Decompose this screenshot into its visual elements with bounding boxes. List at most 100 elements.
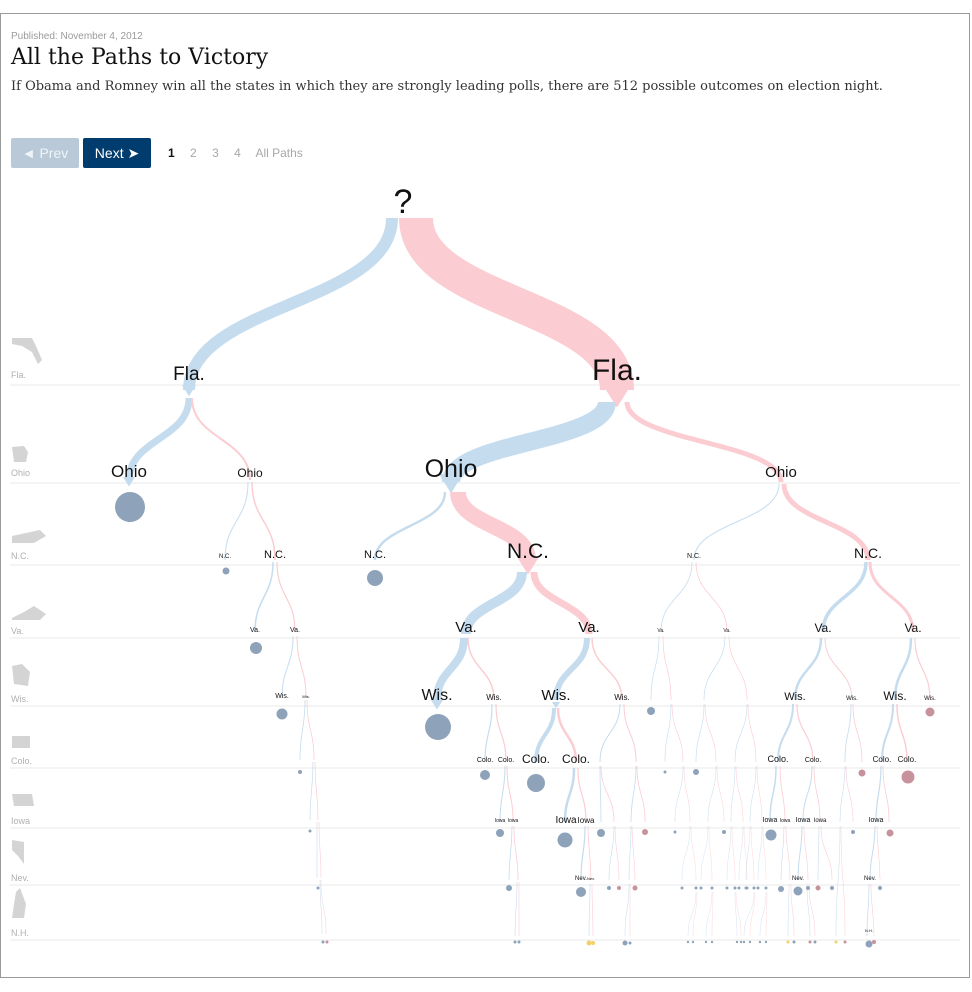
outcome-dot [843, 940, 847, 944]
outcome-dot [628, 941, 632, 945]
branch-path [624, 883, 630, 937]
state-node-label: N.C. [687, 553, 701, 560]
branch-path [703, 635, 726, 701]
branch-path [373, 491, 447, 561]
branch-path [844, 703, 852, 763]
branch-path [591, 637, 623, 701]
state-node-label: Nev. [575, 876, 587, 882]
outcome-dot [617, 886, 621, 890]
branch-path [224, 481, 249, 561]
page-link-3[interactable]: 3 [212, 146, 219, 160]
branch-path [704, 703, 717, 763]
branch-path [484, 703, 493, 763]
branch-path [683, 765, 691, 823]
branch-path [796, 703, 814, 763]
branch-path [803, 825, 809, 881]
state-node-label: Colo. [805, 757, 821, 764]
node-ohio-center: Ohio [425, 455, 478, 483]
branch-path [817, 825, 820, 881]
outcome-dot [764, 940, 768, 944]
state-node-label: Iowa [508, 818, 519, 824]
outcome-dot [744, 886, 748, 890]
outcome-dot [576, 887, 586, 897]
outcome-dot [778, 886, 784, 892]
root-romney-branch [399, 216, 634, 392]
branch-path [664, 703, 672, 763]
fla-right-arrow [601, 382, 633, 408]
branch-path [769, 765, 777, 823]
outcome-dot [742, 940, 746, 944]
state-node-label: Iowa [763, 817, 778, 824]
branch-path [631, 825, 636, 881]
page-link-4[interactable]: 4 [234, 146, 241, 160]
outcome-dot [830, 886, 834, 890]
row-label: Colo. [11, 756, 32, 766]
colorado-shape-icon [12, 736, 30, 748]
outcome-dot [758, 940, 762, 944]
branch-path [276, 561, 296, 633]
branch-path [708, 825, 713, 881]
outcome-dot [792, 940, 796, 944]
row-label: Wis. [11, 694, 29, 704]
state-node-label: Iowa [578, 816, 595, 825]
branch-path [881, 703, 894, 763]
page-link-all-paths[interactable]: All Paths [255, 146, 303, 160]
branch-path [534, 707, 556, 763]
outcome-dot [806, 886, 810, 890]
branch-path [191, 397, 251, 481]
state-node-label: Va. [904, 621, 921, 635]
branch-path [866, 883, 870, 937]
branch-path [749, 891, 756, 937]
branch-path [296, 635, 307, 699]
outcome-dot [632, 885, 638, 891]
state-node-label: Colo. [898, 755, 917, 764]
next-button[interactable]: Next ➤ [83, 138, 151, 168]
outcome-dot [308, 829, 312, 833]
node-fla-left: Fla. [173, 364, 205, 385]
outcome-dot [586, 940, 592, 946]
page-links: 1 2 3 4 All Paths [168, 146, 315, 160]
outcome-dot [222, 567, 230, 575]
branch-path [251, 481, 276, 561]
outcome-dot [699, 886, 703, 890]
branch-path [806, 883, 811, 937]
branch-path [467, 637, 495, 701]
branch-arrow [439, 474, 463, 494]
branch-path [790, 883, 795, 937]
branch-path [628, 825, 632, 881]
outcome-dot [298, 770, 302, 774]
outcome-dot [834, 940, 838, 944]
state-node-label: Nev. [792, 876, 804, 882]
outcome-dot [642, 829, 648, 835]
branch-path [508, 825, 513, 881]
branch-path [705, 891, 713, 937]
row-label: Fla. [11, 370, 26, 380]
branch-path [839, 765, 846, 823]
state-node-label: Wis. [421, 687, 452, 704]
outcome-dot [710, 940, 714, 944]
state-node-label: Wis. [302, 694, 310, 699]
node-fla-right: Fla. [592, 354, 642, 387]
branch-path [757, 825, 763, 881]
page-link-2[interactable]: 2 [190, 146, 197, 160]
state-node-label: Colo. [562, 752, 590, 766]
row-label: Ohio [11, 468, 30, 478]
branch-path [743, 825, 748, 881]
branch-path [762, 825, 767, 881]
branch-path [319, 879, 323, 935]
page-link-1[interactable]: 1 [168, 146, 175, 160]
branch-path [495, 703, 507, 763]
branch-path [745, 825, 751, 881]
branch-path [314, 761, 319, 821]
state-node-label: Nev. [587, 876, 595, 881]
iowa-shape-icon [12, 794, 34, 806]
branch-path [759, 891, 767, 937]
branch-path [793, 637, 823, 701]
branch-path [320, 879, 327, 935]
branch-path [553, 637, 590, 701]
branch-arrow [552, 702, 560, 709]
state-node-label: Va. [578, 619, 599, 636]
prev-button[interactable]: ◄ Prev [11, 138, 79, 168]
outcome-dot [739, 940, 743, 944]
